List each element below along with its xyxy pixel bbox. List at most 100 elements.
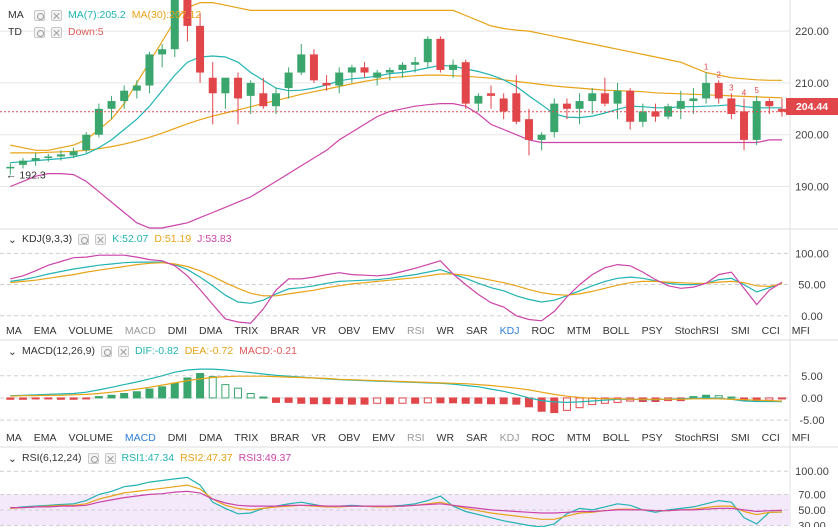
macd-bar [398, 397, 407, 404]
tab-cci[interactable]: CCI [761, 325, 780, 337]
close-icon[interactable] [51, 9, 62, 21]
candle-body [347, 67, 356, 73]
candle-body [360, 67, 369, 73]
kdj-j-line [10, 254, 783, 324]
tab-dma[interactable]: DMA [199, 325, 223, 337]
candle-body [31, 158, 40, 161]
tab-boll[interactable]: BOLL [602, 432, 630, 444]
tab-mfi[interactable]: MFI [791, 432, 810, 444]
gear-icon[interactable] [87, 452, 99, 464]
macd-bar [423, 397, 432, 404]
tab-volume[interactable]: VOLUME [68, 432, 113, 444]
tab-emv[interactable]: EMV [372, 325, 396, 337]
y-tick-label: 70.00 [798, 489, 826, 501]
close-icon[interactable] [104, 452, 116, 464]
tab-ema[interactable]: EMA [33, 432, 57, 444]
gear-icon[interactable] [34, 9, 45, 21]
macd-bar [575, 397, 584, 409]
close-icon[interactable] [51, 26, 62, 38]
tab-emv[interactable]: EMV [372, 432, 396, 444]
collapse-chevron-icon[interactable]: ⌄ [8, 233, 17, 246]
tab-trix[interactable]: TRIX [234, 325, 259, 337]
tab-cci[interactable]: CCI [761, 432, 780, 444]
tab-ema[interactable]: EMA [33, 325, 57, 337]
candle-body [94, 108, 103, 135]
tab-psy[interactable]: PSY [641, 325, 663, 337]
tab-roc[interactable]: ROC [531, 432, 555, 444]
macd-bar [461, 397, 470, 404]
tab-rsi[interactable]: RSI [407, 432, 425, 444]
macd-bar [158, 386, 167, 399]
tab-volume[interactable]: VOLUME [68, 325, 113, 337]
tab-ma[interactable]: MA [6, 325, 22, 337]
macd-bar [18, 397, 27, 400]
y-tick-label: 0.00 [801, 393, 822, 405]
tab-wr[interactable]: WR [436, 432, 455, 444]
candle-body [461, 62, 470, 104]
macd-bar [512, 397, 521, 405]
macd-bar [259, 396, 268, 399]
collapse-chevron-icon[interactable]: ⌄ [8, 452, 17, 465]
tab-vr[interactable]: VR [311, 432, 327, 444]
tab-smi[interactable]: SMI [730, 325, 750, 337]
macd-bar [31, 397, 40, 400]
gear-icon[interactable] [100, 345, 112, 357]
tab-wr[interactable]: WR [436, 325, 455, 337]
tab-trix[interactable]: TRIX [234, 432, 259, 444]
close-icon[interactable] [95, 233, 107, 245]
candle-body [752, 101, 761, 140]
y-tick-label: -5.00 [799, 415, 824, 427]
candle-body [158, 49, 167, 55]
tab-brar[interactable]: BRAR [270, 325, 300, 337]
ma30-line [10, 74, 783, 154]
tab-sar[interactable]: SAR [466, 325, 488, 337]
candle-body [297, 54, 306, 73]
macd-bar [436, 397, 445, 404]
tab-mtm[interactable]: MTM [566, 432, 591, 444]
gear-icon[interactable] [78, 233, 90, 245]
tab-stochrsi[interactable]: StochRSI [674, 432, 719, 444]
collapse-chevron-icon[interactable]: ⌄ [8, 345, 17, 358]
tab-roc[interactable]: ROC [531, 325, 555, 337]
tab-rsi[interactable]: RSI [407, 325, 425, 337]
tab-ma[interactable]: MA [6, 432, 22, 444]
candle-body [120, 90, 129, 102]
tab-smi[interactable]: SMI [730, 432, 750, 444]
macd-bar [196, 373, 205, 399]
macd-bar [322, 397, 331, 405]
tab-kdj[interactable]: KDJ [499, 432, 520, 444]
candle-body [765, 101, 774, 107]
macd-bar [499, 397, 508, 405]
tab-dmi[interactable]: DMI [167, 325, 188, 337]
macd-bar [777, 397, 786, 400]
macd-bar [6, 397, 15, 400]
tab-sar[interactable]: SAR [466, 432, 488, 444]
macd-bar [449, 397, 458, 404]
macd-bar [246, 393, 255, 399]
tab-psy[interactable]: PSY [641, 432, 663, 444]
tab-obv[interactable]: OBV [338, 325, 361, 337]
gear-icon[interactable] [34, 26, 45, 38]
candle-body [234, 77, 243, 99]
tab-macd[interactable]: MACD [124, 325, 156, 337]
tab-stochrsi[interactable]: StochRSI [674, 325, 719, 337]
tab-kdj[interactable]: KDJ [499, 325, 520, 337]
tab-macd[interactable]: MACD [124, 432, 156, 444]
tab-mfi[interactable]: MFI [791, 325, 810, 337]
candle-body [575, 101, 584, 109]
candle-body [777, 108, 786, 112]
boll-upper-line [10, 1, 782, 151]
tab-brar[interactable]: BRAR [270, 432, 300, 444]
legend-macd-dif: DIF:-0.82 [134, 345, 179, 357]
legend-ma: MA MA(7):205.2 MA(30):207.12 [8, 8, 201, 22]
tab-vr[interactable]: VR [311, 325, 327, 337]
tab-dma[interactable]: DMA [199, 432, 223, 444]
tab-boll[interactable]: BOLL [602, 325, 630, 337]
tab-mtm[interactable]: MTM [566, 325, 591, 337]
tab-dmi[interactable]: DMI [167, 432, 188, 444]
tab-obv[interactable]: OBV [338, 432, 361, 444]
macd-bar [234, 387, 243, 399]
close-icon[interactable] [117, 345, 129, 357]
candle-body [385, 69, 394, 73]
